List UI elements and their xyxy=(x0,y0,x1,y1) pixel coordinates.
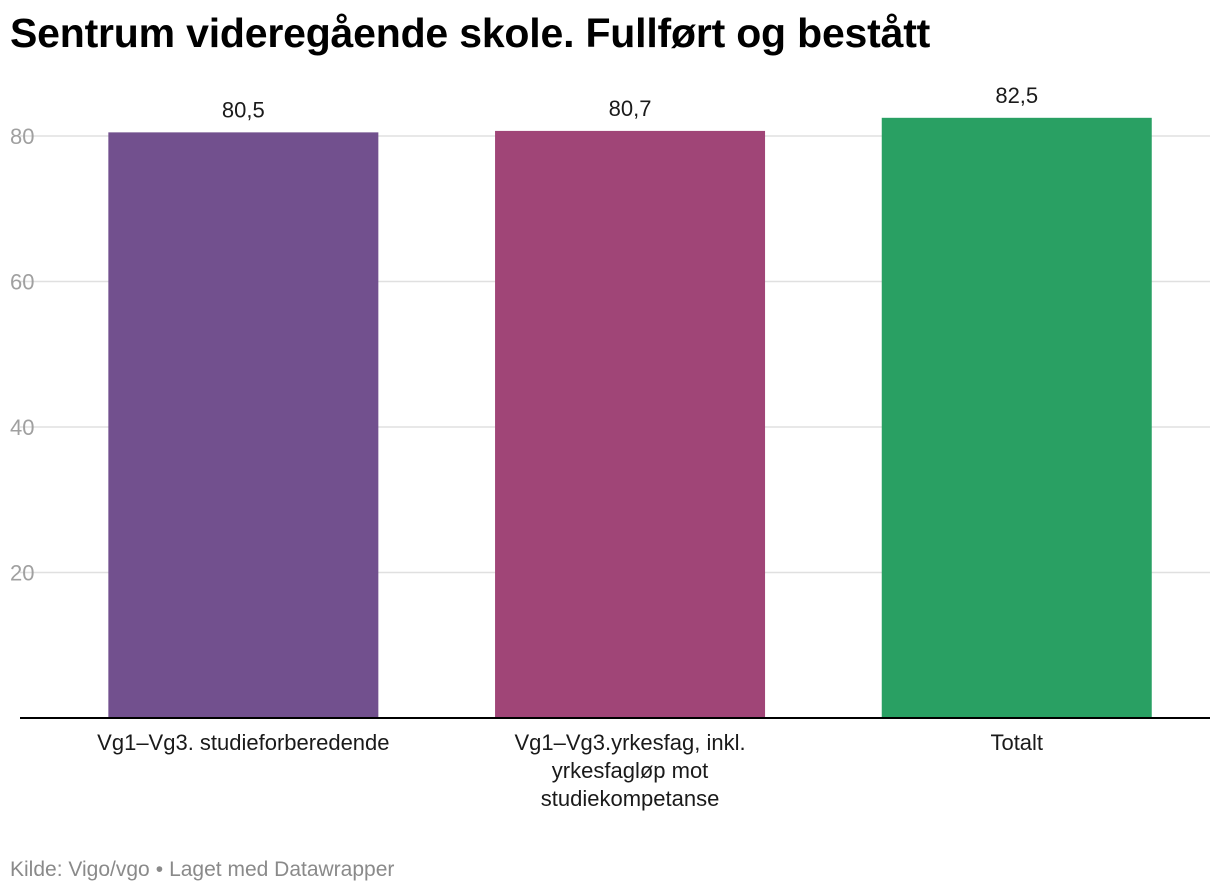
chart-title: Sentrum videregående skole. Fullført og … xyxy=(10,10,931,56)
source-note: Kilde: Vigo/vgo xyxy=(10,858,150,881)
category-label-1-line-1: Vg1–Vg3. studieforberedende xyxy=(97,730,389,755)
category-label-2: Vg1–Vg3.yrkesfag, inkl. yrkesfagløp mot st… xyxy=(514,730,745,811)
footer-separator: • xyxy=(155,858,164,881)
bar-3 xyxy=(881,117,1152,718)
bar-2 xyxy=(495,130,766,719)
value-label-2: 80,7 xyxy=(609,96,652,121)
category-label-2-line-3: studiekompetanse xyxy=(541,786,720,811)
category-label-1: Vg1–Vg3. studieforberedende xyxy=(97,730,389,755)
category-label-2-line-1: Vg1–Vg3.yrkesfag, inkl. xyxy=(514,730,745,755)
value-label-1: 80,5 xyxy=(222,97,265,122)
y-tick-label-80: 80 xyxy=(10,124,34,149)
y-tick-label-40: 40 xyxy=(10,415,34,440)
category-label-3-line-1: Totalt xyxy=(990,730,1043,755)
value-label-3: 82,5 xyxy=(995,83,1038,108)
y-tick-label-20: 20 xyxy=(10,561,34,586)
category-label-3: Totalt xyxy=(990,730,1043,755)
y-axis-tick-labels: 20 40 60 80 xyxy=(10,124,34,586)
category-label-2-line-2: yrkesfagløp mot xyxy=(552,758,709,783)
bars xyxy=(108,117,1152,719)
bar-1 xyxy=(108,132,379,719)
value-labels: 80,5 80,7 82,5 xyxy=(222,83,1038,123)
y-tick-label-60: 60 xyxy=(10,270,34,295)
credit-note: Laget med Datawrapper xyxy=(169,858,395,881)
x-axis-category-labels: Vg1–Vg3. studieforberedende Vg1–Vg3.yrkes… xyxy=(97,730,1043,811)
chart-footer: Kilde: Vigo/vgo • Laget med Datawrapper xyxy=(10,858,394,882)
